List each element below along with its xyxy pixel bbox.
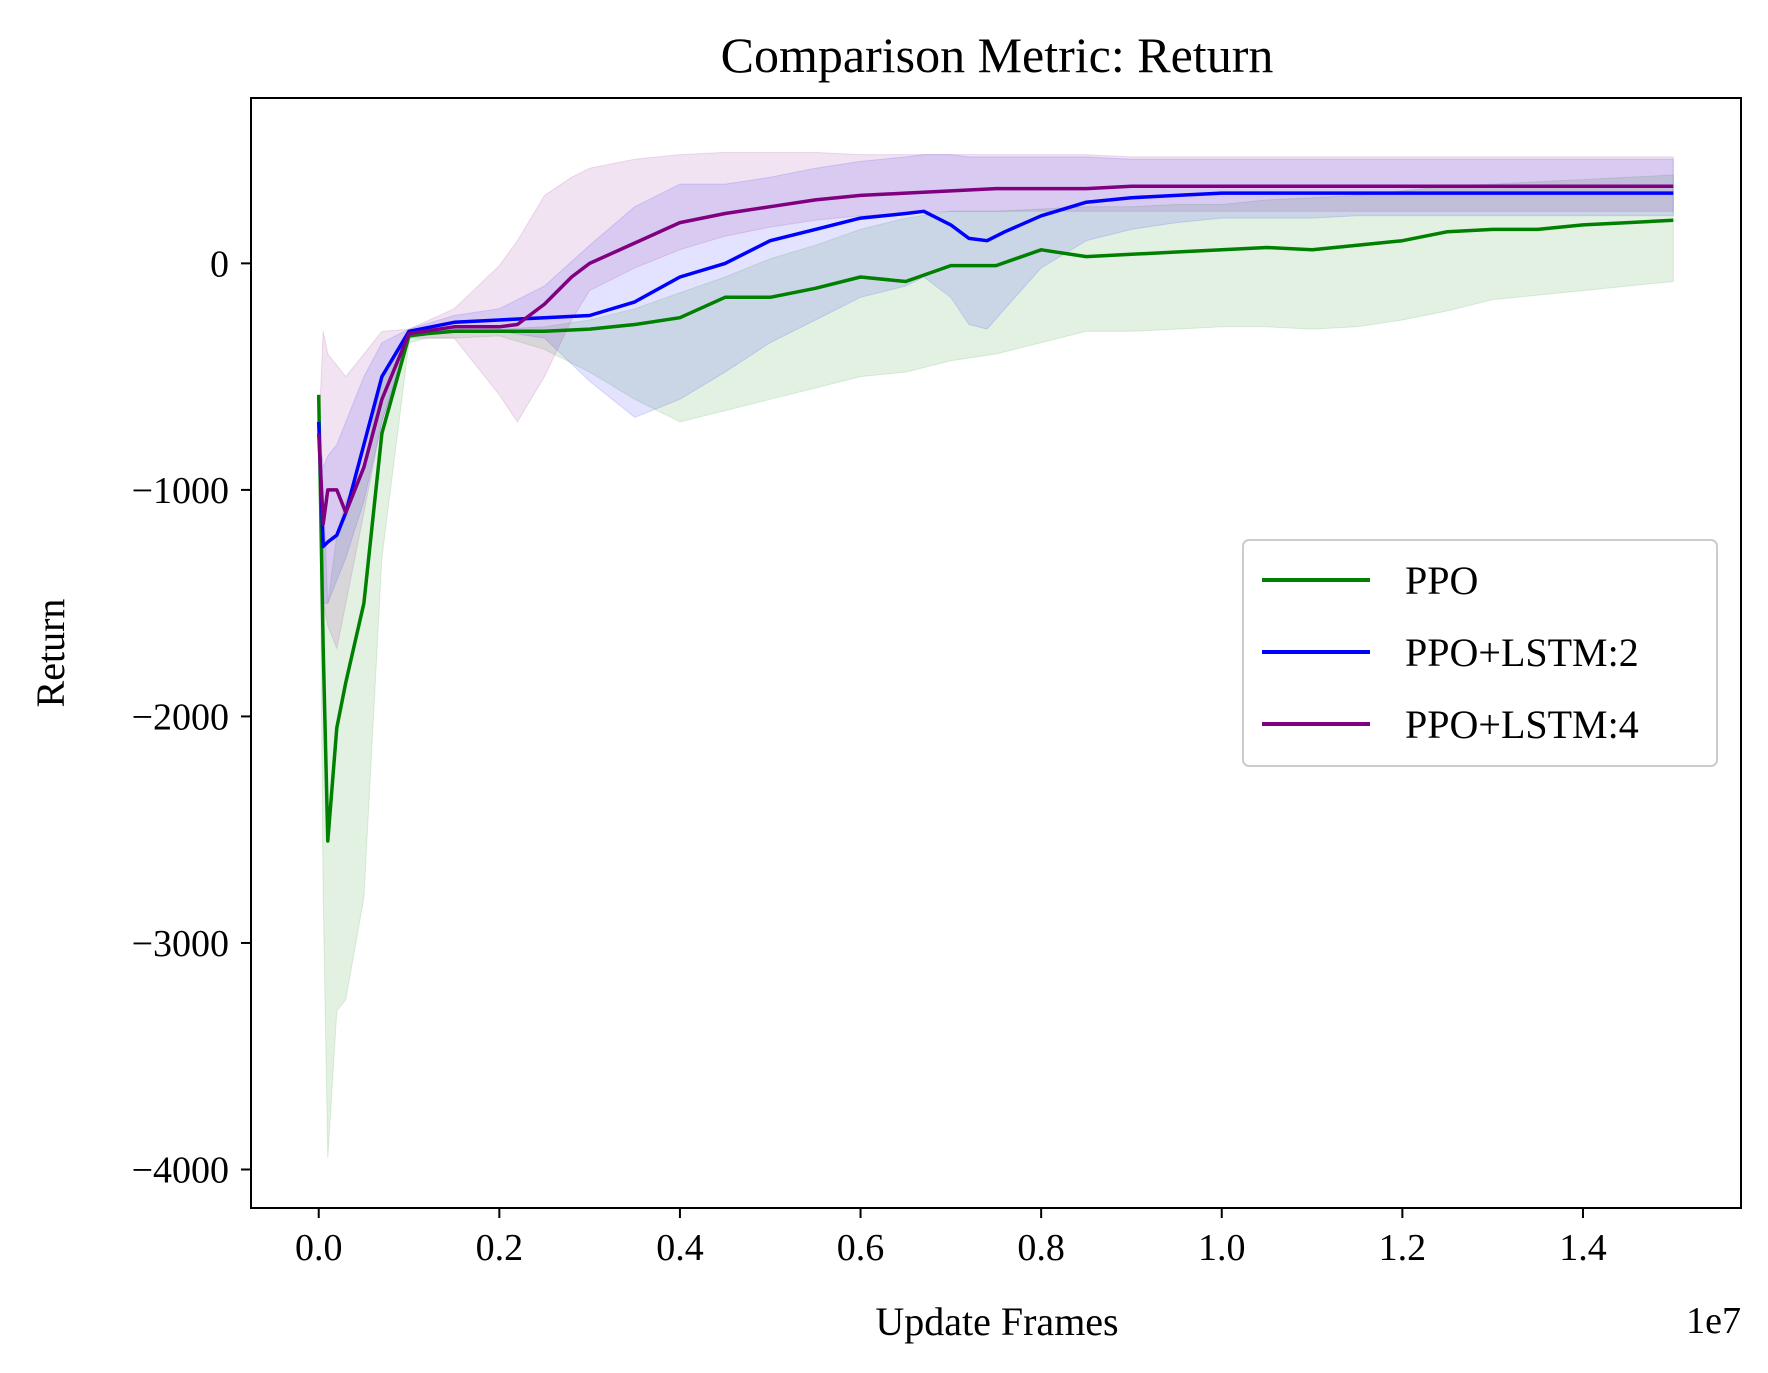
legend-label-2: PPO+LSTM:4 [1405,702,1639,747]
x-tick-label: 0.6 [837,1227,885,1269]
y-tick-label: 0 [210,243,229,285]
x-tick-label: 0.8 [1017,1227,1065,1269]
y-axis-label: Return [28,599,73,708]
x-tick-label: 0.0 [295,1227,343,1269]
band-series-2 [318,151,1674,651]
x-axis-label: Update Frames [875,1299,1118,1344]
legend-label-1: PPO+LSTM:2 [1405,630,1639,675]
legend: PPO PPO+LSTM:2 PPO+LSTM:4 [1242,539,1718,767]
x-tick-label: 1.2 [1379,1227,1427,1269]
chart-title: Comparison Metric: Return [721,27,1274,83]
legend-box [1242,539,1718,767]
x-tick-label: 1.4 [1559,1227,1607,1269]
plot-frame [250,97,1742,1209]
x-tick-label: 0.2 [476,1227,524,1269]
y-tick-label: −2000 [132,696,229,738]
x-axis: 0.0 0.2 0.4 0.6 0.8 1.0 1.2 1.4 [295,1208,1607,1269]
x-tick-label: 1.0 [1198,1227,1246,1269]
x-tick-label: 0.4 [656,1227,704,1269]
band-series-0 [318,174,1674,1159]
series-lines [316,184,1674,843]
legend-label-0: PPO [1405,558,1478,603]
x-axis-offset-label: 1e7 [1686,1300,1741,1342]
y-axis: 0 −1000 −2000 −3000 −4000 [132,243,251,1191]
line-series-1 [316,191,1674,549]
y-tick-label: −4000 [132,1149,229,1191]
line-series-2 [316,184,1674,526]
line-series-0 [316,218,1674,843]
y-tick-label: −1000 [132,470,229,512]
y-tick-label: −3000 [132,923,229,965]
